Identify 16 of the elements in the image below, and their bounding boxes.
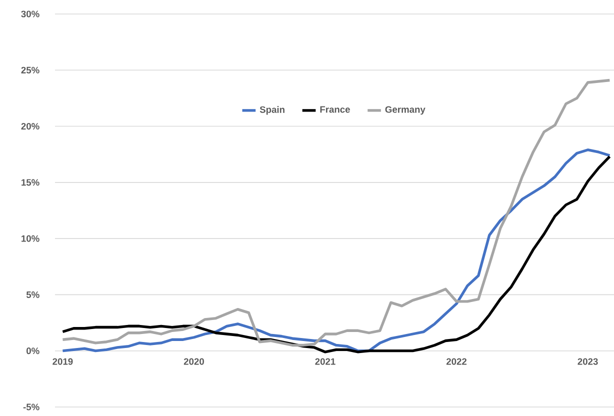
- x-tick-label: 2019: [52, 358, 73, 365]
- y-tick-label: 20%: [21, 122, 40, 130]
- y-tick-label: 10%: [22, 235, 40, 242]
- legend-label: Spain: [260, 106, 284, 115]
- y-tick-label: 25%: [21, 66, 40, 74]
- y-tick-label: 30%: [21, 10, 40, 18]
- y-tick-label: 5%: [26, 291, 40, 298]
- y-tick-label: 0%: [26, 348, 40, 354]
- x-tick-label: 2022: [446, 358, 467, 365]
- legend-label: France: [320, 106, 350, 113]
- y-tick-label: 15%: [22, 179, 40, 186]
- legend-label: Germany: [385, 106, 426, 115]
- x-tick-label: 2021: [315, 358, 336, 365]
- x-tick-label: 2020: [184, 358, 204, 365]
- y-tick-label: -5%: [23, 404, 40, 410]
- x-tick-label: 2023: [578, 358, 598, 365]
